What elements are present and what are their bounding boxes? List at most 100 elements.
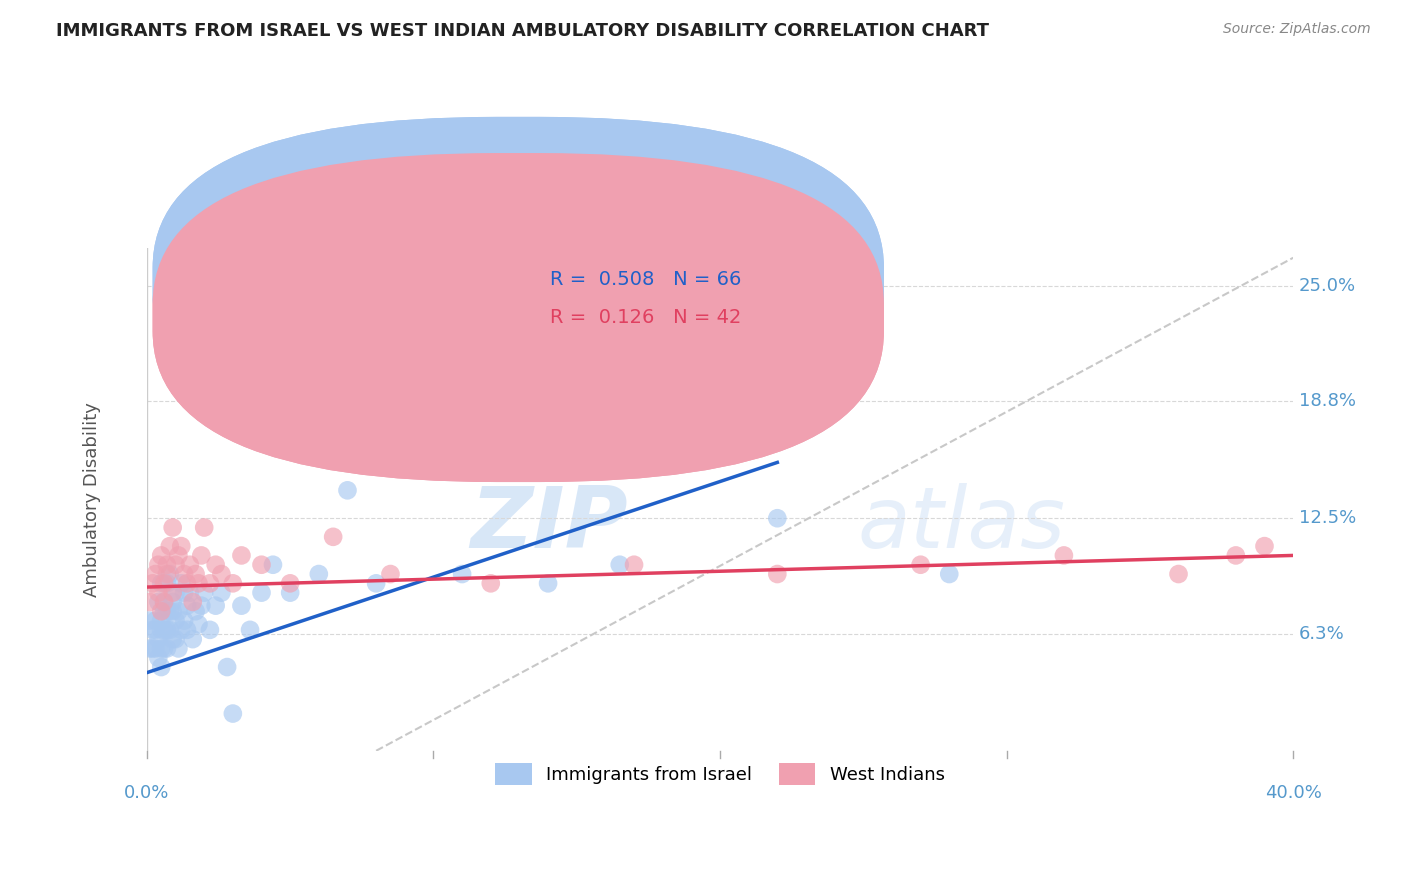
- Point: [170, 539, 193, 553]
- Point: [150, 660, 173, 674]
- Point: [153, 595, 176, 609]
- Point: [173, 567, 195, 582]
- Point: [308, 567, 330, 582]
- Point: [162, 632, 184, 647]
- Point: [153, 576, 176, 591]
- Point: [193, 520, 215, 534]
- Text: R =  0.508   N = 66: R = 0.508 N = 66: [550, 270, 742, 289]
- Point: [179, 558, 201, 572]
- Point: [148, 650, 170, 665]
- Point: [181, 632, 204, 647]
- Text: ZIP: ZIP: [471, 483, 628, 566]
- Point: [766, 567, 789, 582]
- Point: [156, 558, 179, 572]
- Point: [165, 614, 187, 628]
- Point: [165, 558, 187, 572]
- Point: [156, 576, 179, 591]
- Point: [142, 623, 165, 637]
- Point: [222, 576, 245, 591]
- Text: 40.0%: 40.0%: [1265, 784, 1322, 802]
- Point: [609, 558, 631, 572]
- Point: [179, 585, 201, 599]
- Point: [187, 576, 209, 591]
- Point: [231, 599, 253, 613]
- Point: [145, 614, 167, 628]
- Point: [262, 558, 284, 572]
- Point: [231, 549, 253, 563]
- Point: [148, 558, 170, 572]
- Point: [139, 614, 162, 628]
- Point: [278, 585, 301, 599]
- Point: [181, 595, 204, 609]
- Point: [170, 576, 193, 591]
- Point: [366, 576, 388, 591]
- Point: [162, 604, 184, 618]
- Point: [142, 576, 165, 591]
- Point: [145, 623, 167, 637]
- Point: [204, 599, 226, 613]
- Point: [278, 576, 301, 591]
- Point: [170, 623, 193, 637]
- Point: [938, 567, 960, 582]
- Point: [167, 641, 190, 656]
- Point: [190, 599, 212, 613]
- Point: [187, 617, 209, 632]
- Point: [222, 706, 245, 721]
- Point: [139, 595, 162, 609]
- Point: [910, 558, 932, 572]
- Point: [479, 576, 502, 591]
- Point: [190, 549, 212, 563]
- Point: [193, 585, 215, 599]
- Point: [156, 641, 179, 656]
- Text: atlas: atlas: [858, 483, 1066, 566]
- Point: [162, 595, 184, 609]
- Point: [250, 585, 273, 599]
- Point: [142, 641, 165, 656]
- Point: [156, 604, 179, 618]
- Text: Ambulatory Disability: Ambulatory Disability: [83, 402, 101, 597]
- Point: [239, 623, 262, 637]
- Point: [198, 576, 221, 591]
- Point: [176, 599, 198, 613]
- Point: [153, 623, 176, 637]
- Point: [150, 623, 173, 637]
- Legend: Immigrants from Israel, West Indians: Immigrants from Israel, West Indians: [488, 756, 952, 792]
- Point: [167, 549, 190, 563]
- Point: [162, 520, 184, 534]
- Point: [173, 585, 195, 599]
- Point: [153, 604, 176, 618]
- Point: [150, 576, 173, 591]
- Point: [167, 604, 190, 618]
- FancyBboxPatch shape: [153, 117, 884, 446]
- Text: 18.8%: 18.8%: [1299, 392, 1355, 410]
- FancyBboxPatch shape: [488, 266, 821, 339]
- Point: [451, 567, 474, 582]
- Point: [165, 585, 187, 599]
- Point: [159, 539, 181, 553]
- Point: [1225, 549, 1247, 563]
- Point: [198, 623, 221, 637]
- Point: [380, 567, 402, 582]
- Text: IMMIGRANTS FROM ISRAEL VS WEST INDIAN AMBULATORY DISABILITY CORRELATION CHART: IMMIGRANTS FROM ISRAEL VS WEST INDIAN AM…: [56, 22, 990, 40]
- Point: [159, 623, 181, 637]
- Point: [165, 632, 187, 647]
- Point: [1053, 549, 1076, 563]
- Point: [184, 604, 207, 618]
- Point: [145, 641, 167, 656]
- Point: [148, 595, 170, 609]
- Point: [162, 585, 184, 599]
- FancyBboxPatch shape: [153, 153, 884, 482]
- Point: [184, 567, 207, 582]
- Point: [150, 614, 173, 628]
- Point: [322, 530, 344, 544]
- Point: [336, 483, 359, 498]
- Point: [1253, 539, 1275, 553]
- Point: [209, 585, 232, 599]
- Point: [148, 585, 170, 599]
- Point: [204, 558, 226, 572]
- Text: 0.0%: 0.0%: [124, 784, 170, 802]
- Point: [176, 576, 198, 591]
- Point: [408, 437, 430, 451]
- Point: [153, 595, 176, 609]
- Point: [209, 567, 232, 582]
